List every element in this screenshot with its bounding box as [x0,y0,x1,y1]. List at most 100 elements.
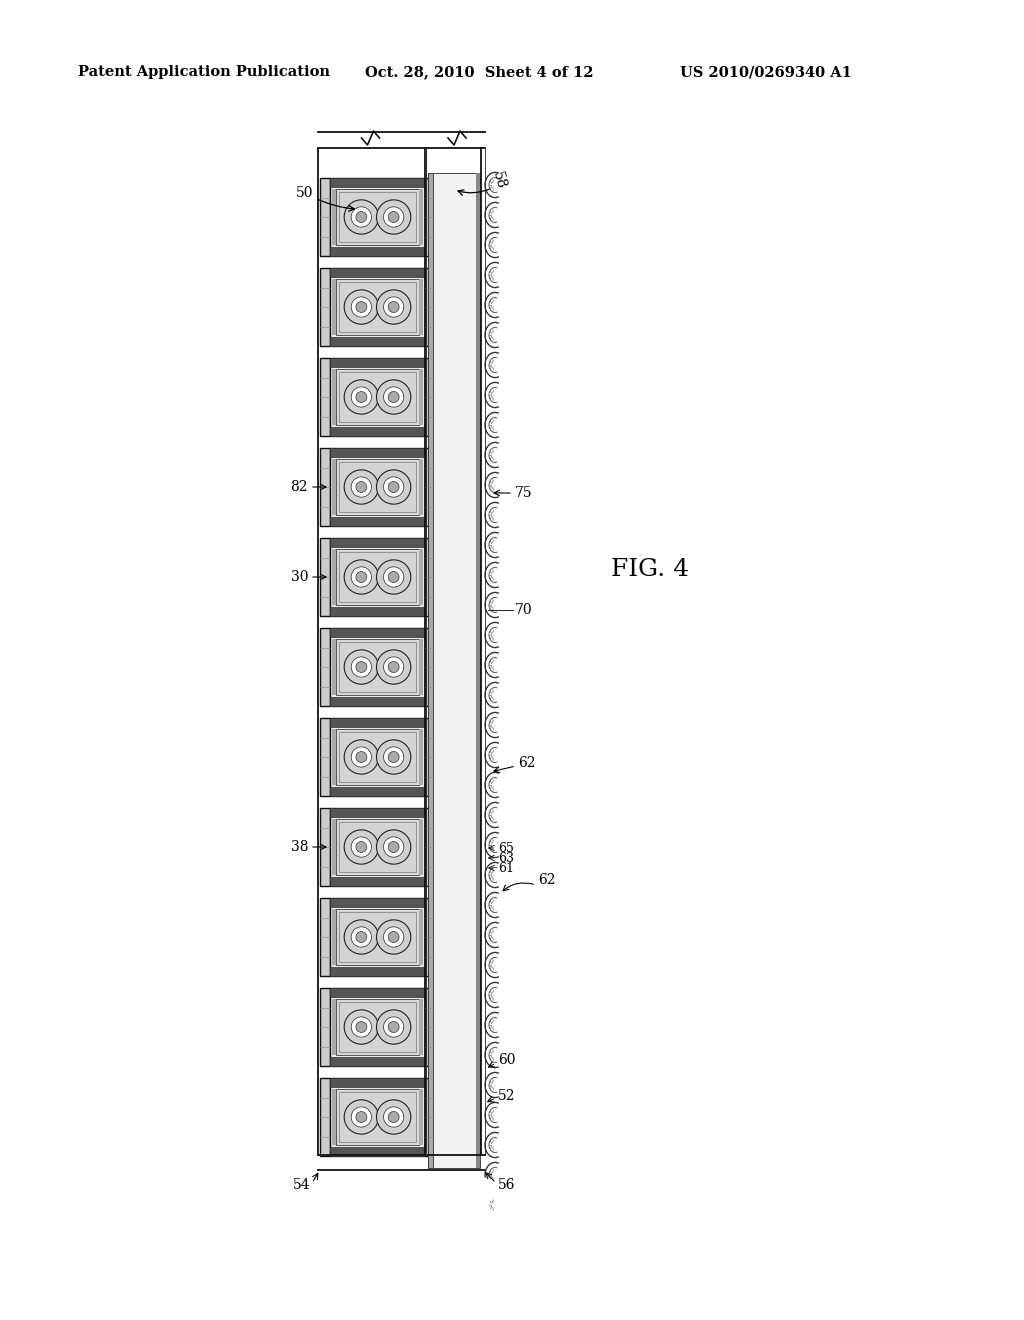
Circle shape [356,211,367,223]
Circle shape [388,751,399,763]
Bar [330,178,425,187]
Bar [330,268,425,277]
Circle shape [356,661,367,672]
Text: 63: 63 [498,851,514,865]
Circle shape [344,470,379,504]
Circle shape [384,207,403,227]
Bar [336,820,419,875]
Circle shape [351,1016,372,1038]
Bar [336,1089,419,1144]
Bar [419,1089,423,1144]
Text: 58: 58 [490,170,508,190]
Circle shape [377,920,411,954]
Bar [330,539,425,616]
Bar [419,280,423,335]
Bar [419,999,423,1055]
Bar [330,987,425,1067]
Bar [330,628,425,706]
Bar [425,987,434,1067]
Bar [330,1056,425,1067]
Circle shape [344,290,379,325]
Text: 82: 82 [291,480,308,494]
Circle shape [384,837,403,857]
Text: 30: 30 [291,570,308,583]
Circle shape [351,297,372,317]
Bar [419,820,423,875]
Text: Oct. 28, 2010  Sheet 4 of 12: Oct. 28, 2010 Sheet 4 of 12 [365,65,594,79]
Bar [330,628,425,638]
Bar [330,447,425,525]
Circle shape [351,566,372,587]
Circle shape [384,657,403,677]
Bar [332,999,336,1055]
Circle shape [388,932,399,942]
Bar [319,718,330,796]
Circle shape [344,560,379,594]
Circle shape [344,1100,379,1134]
Bar [330,808,425,817]
Text: FIG. 4: FIG. 4 [611,558,689,582]
Circle shape [344,199,379,234]
Circle shape [356,751,367,763]
Bar [330,358,425,436]
Circle shape [377,470,411,504]
Bar [319,808,330,886]
Bar [339,552,416,602]
Circle shape [388,1022,399,1032]
Bar [332,820,336,875]
Bar [330,178,425,256]
Bar [336,280,419,335]
Bar [330,718,425,727]
Bar [330,426,425,436]
Bar [319,447,330,525]
Bar [336,999,419,1055]
Bar [330,697,425,706]
Bar [330,358,425,367]
Circle shape [356,932,367,942]
Bar [419,189,423,244]
Bar [332,549,336,605]
Bar [425,447,434,525]
Bar [330,898,425,907]
Circle shape [356,1022,367,1032]
Bar [425,178,434,256]
Bar [339,1002,416,1052]
Bar [330,447,425,457]
Text: 50: 50 [296,186,313,201]
Circle shape [351,387,372,407]
Circle shape [344,739,379,774]
Circle shape [377,199,411,234]
Bar [330,966,425,975]
Bar [332,1089,336,1144]
Circle shape [384,1107,403,1127]
Bar [319,539,330,616]
Bar [330,718,425,796]
Circle shape [377,380,411,414]
Circle shape [351,657,372,677]
Circle shape [388,572,399,582]
Circle shape [356,392,367,403]
Bar [330,808,425,886]
Bar [332,639,336,694]
Text: 62: 62 [538,873,555,887]
Bar [319,1078,330,1156]
Bar [339,1093,416,1142]
Bar [339,643,416,692]
Bar [330,247,425,256]
Circle shape [351,1107,372,1127]
Bar [336,370,419,425]
Bar [339,372,416,421]
Circle shape [356,842,367,853]
Bar [428,173,433,1168]
Bar [339,733,416,781]
Bar [336,730,419,784]
Bar [330,516,425,525]
Circle shape [377,560,411,594]
Circle shape [351,747,372,767]
Text: 56: 56 [498,1177,515,1192]
Text: 70: 70 [515,603,532,616]
Text: Patent Application Publication: Patent Application Publication [78,65,330,79]
Bar [419,909,423,965]
Text: 60: 60 [498,1053,515,1067]
Bar [419,370,423,425]
